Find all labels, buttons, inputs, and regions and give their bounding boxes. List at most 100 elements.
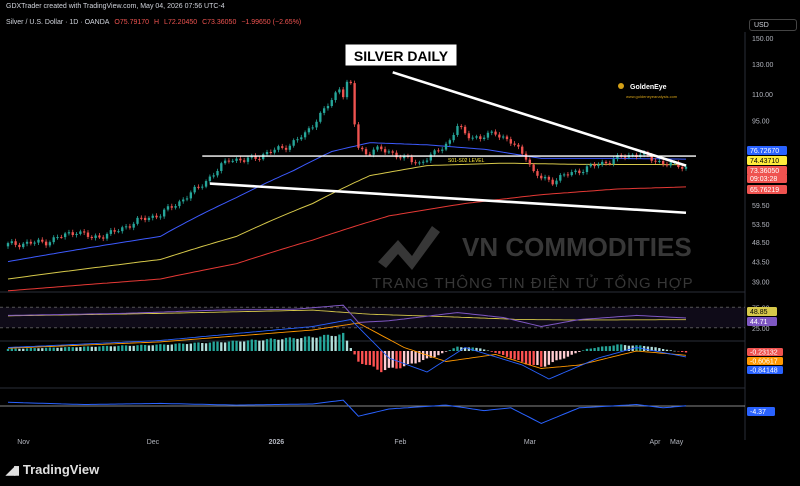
rsi-tick-1: 25.00 [752,326,770,333]
macd-histogram-bar [620,344,623,351]
candle [174,203,177,210]
macd-histogram-bar [368,351,372,366]
candle-body [364,149,368,155]
candle [288,143,292,153]
candle [140,215,143,221]
candle [86,230,90,240]
macd-value-tag-1: -0.60617 [747,357,783,366]
currency-selector[interactable]: USD [749,19,797,31]
macd-histogram-bar [296,338,299,351]
ohlc-open: O75.79170 [114,19,150,26]
candle [83,229,86,236]
macd-histogram-bar [41,348,44,351]
candle-body [63,233,67,238]
candle-body [102,237,105,239]
candle-body [227,160,231,162]
macd-histogram-bar [303,336,307,351]
candle-body [425,160,429,162]
ohlc-high: H [154,19,160,26]
candle [456,123,459,137]
candle [29,239,33,246]
candle [665,161,669,168]
candle [357,121,360,150]
macd-histogram-bar [437,351,440,356]
candle-body [494,131,497,135]
candle-body [479,136,482,139]
price-tag-label: 09:03:28 [750,176,777,183]
macd-histogram-bar [536,351,539,366]
macd-histogram-bar [322,334,326,351]
macd-histogram-bar [269,338,272,351]
candle [353,80,356,127]
macd-histogram-bar [315,337,318,351]
candle [547,175,551,183]
creator-credit: GDXTrader created with TradingView.com, … [6,3,225,10]
macd-histogram-bar [338,334,341,351]
macd-histogram-bar [361,351,364,364]
macd-histogram-bar [509,351,512,359]
ma-fast-line [7,142,686,263]
macd-histogram-bar [75,347,78,351]
candle [94,233,97,241]
macd-histogram-bar [650,346,653,351]
symbol-legend[interactable]: Silver / U.S. Dollar · 1D · OANDA O75.79… [6,19,304,26]
candle [402,153,406,161]
y-tick-label-6: 59.50 [752,203,770,210]
macd-histogram-bar [463,347,467,351]
candle [235,156,238,164]
macd-histogram-bar [543,351,547,367]
symbol-name[interactable]: Silver / U.S. Dollar · 1D · OANDA [6,19,110,26]
macd-histogram-bar [48,347,52,351]
macd-histogram-bar [661,348,665,351]
candle-body [574,170,577,173]
candle [227,158,231,164]
tradingview-logo[interactable]: ◢▮ TradingView [6,462,99,477]
macd-histogram-bar [223,342,227,351]
candle [102,235,105,242]
macd-histogram-bar [151,345,154,351]
candle [319,111,322,124]
macd-histogram-bar [25,348,29,351]
macd-histogram-bar [357,351,360,362]
macd-histogram-bar [63,347,67,351]
candle-body [315,121,318,128]
candle-body [273,149,276,153]
candle-body [162,209,166,217]
macd-histogram-bar [635,345,638,351]
candle-body [14,241,17,245]
macd-histogram-bar [10,348,13,351]
macd-histogram-bar [433,351,436,357]
y-tick-label-2: 110.00 [752,92,773,99]
ohlc-close: C73.36050 [202,19,237,26]
candle-body [631,154,634,156]
candle [475,134,478,140]
candle-body [654,160,657,162]
macd-histogram-bar [178,343,181,351]
candle-body [56,237,59,239]
candle-body [387,151,391,153]
candle-body [6,243,10,247]
candle-body [467,133,471,139]
macd-histogram-bar [258,340,261,351]
rsi-tag-label: 44.71 [750,319,768,326]
candle-body [303,132,307,138]
candle-body [433,150,436,155]
candle-body [536,171,539,176]
candle [155,213,158,220]
candle [185,195,189,202]
candle-body [566,174,570,176]
macd-histogram-bar [208,342,212,351]
macd-histogram-bar [83,346,86,351]
candle-body [300,137,303,140]
candle [494,129,497,137]
candle-body [18,244,21,248]
macd-histogram-bar [658,348,661,351]
candle [109,227,113,236]
candle [452,132,455,143]
x-tick-label-5: Apr [650,439,662,446]
candle-body [44,241,48,246]
candle-body [418,162,421,164]
macd-histogram-bar [334,336,337,351]
macd-histogram-bar [79,347,82,351]
